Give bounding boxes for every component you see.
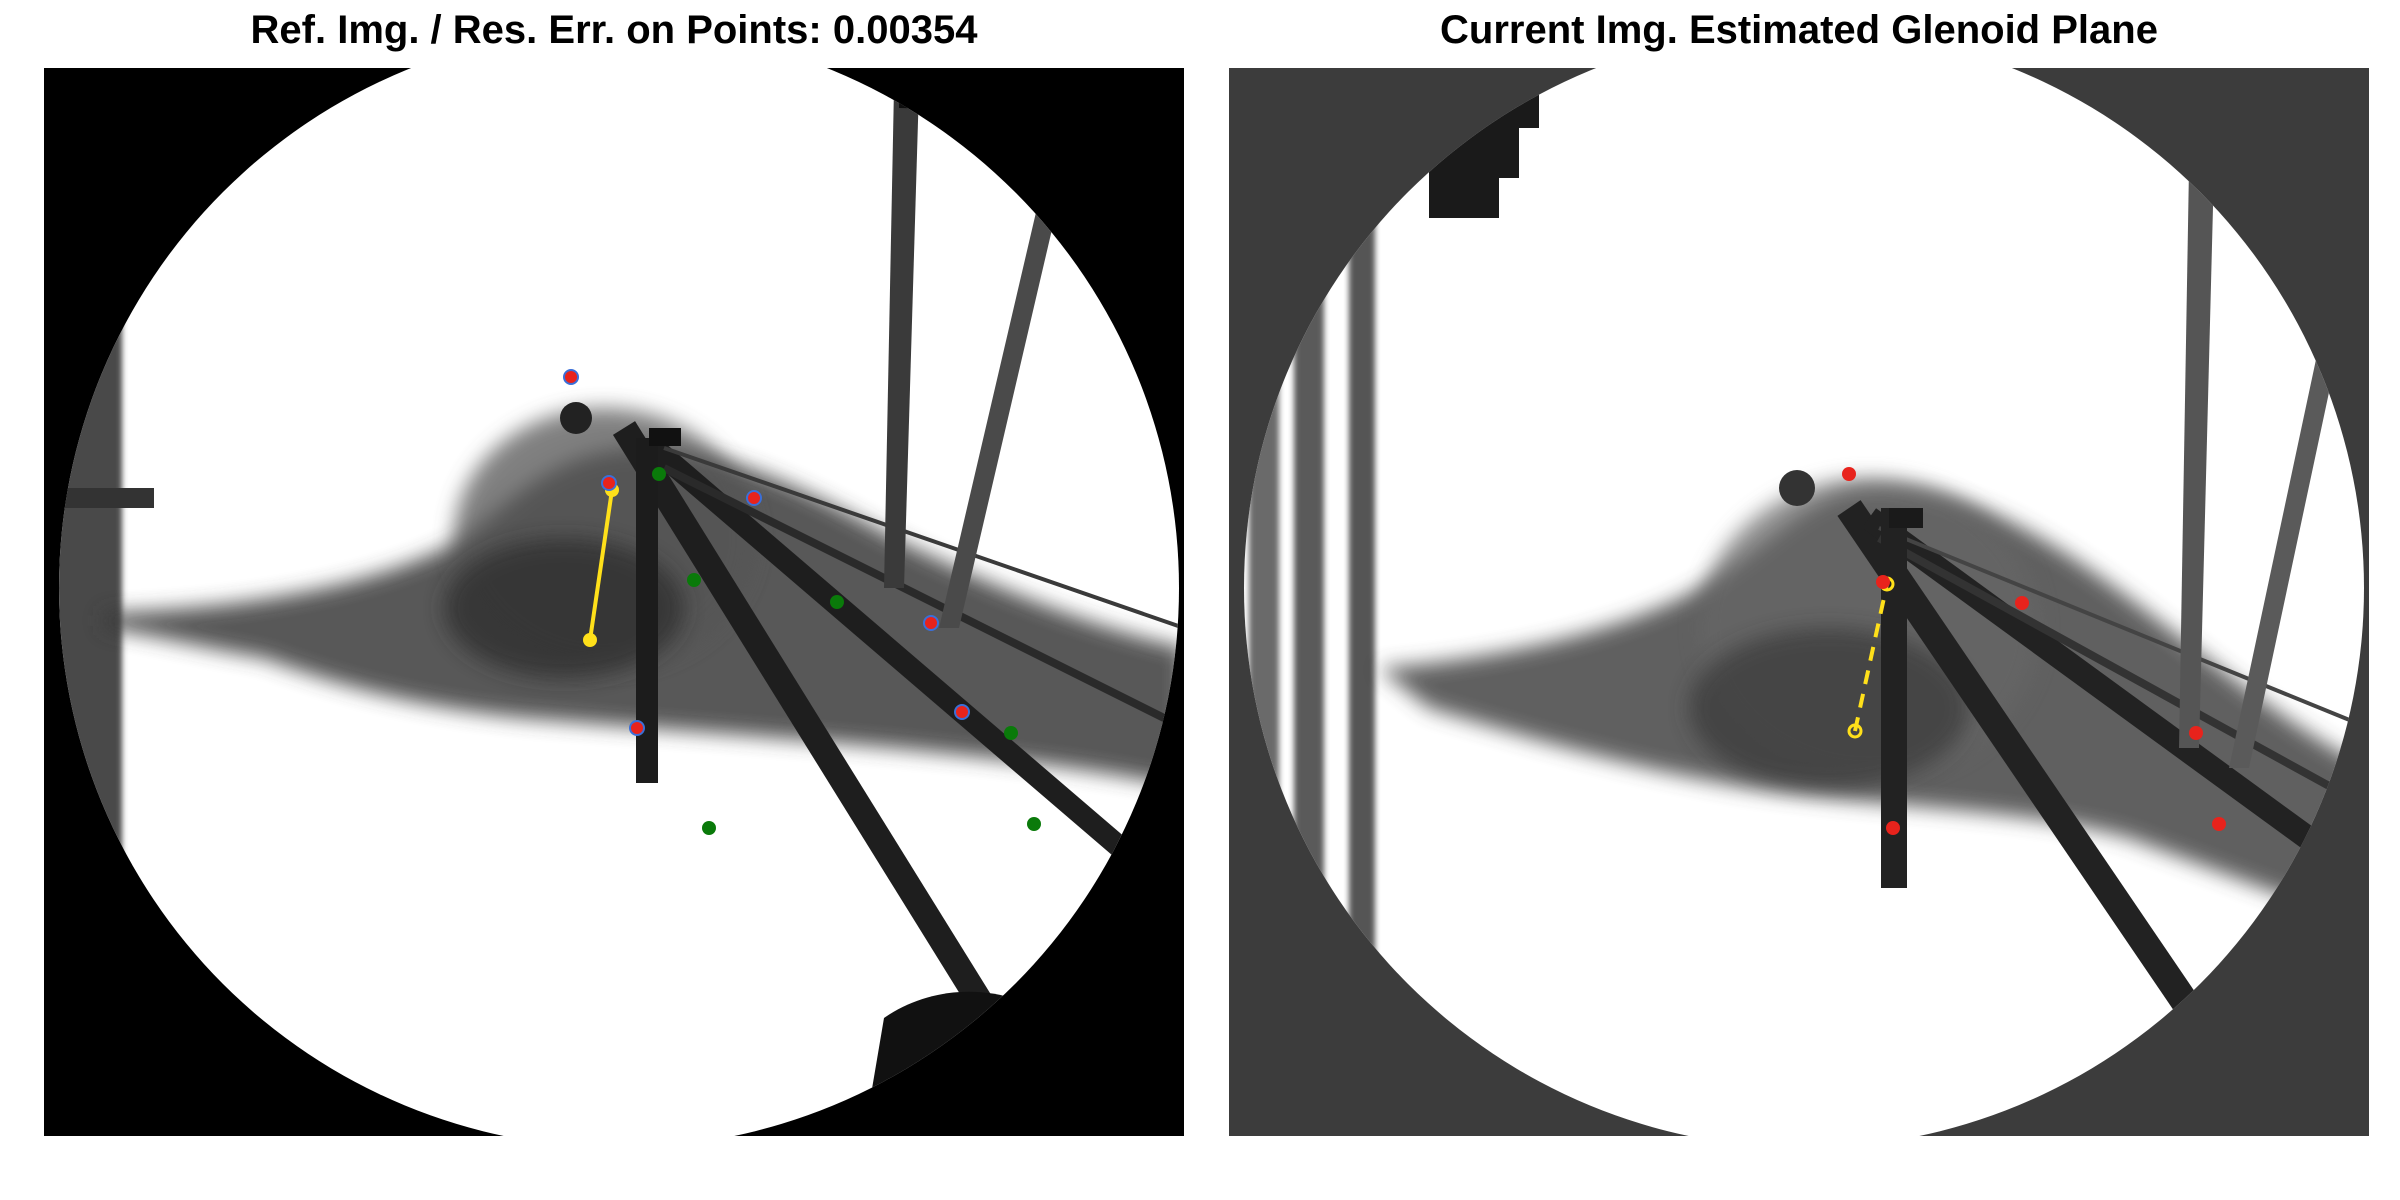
glenoid-endpoint (583, 633, 597, 647)
reference-point-marker (830, 595, 844, 609)
left-panel-title: Ref. Img. / Res. Err. on Points: 0.00354 (250, 8, 978, 52)
projected-point-marker (1876, 575, 1890, 589)
reference-point-marker (1004, 726, 1018, 740)
glenoid-line (588, 489, 614, 641)
projected-point-marker (1886, 821, 1900, 835)
right-post-1 (884, 88, 919, 588)
projected-point-marker (601, 475, 617, 491)
projected-point-marker (1842, 467, 1856, 481)
glenoid-line (1853, 583, 1889, 732)
rod-clamp (649, 428, 681, 446)
bone-shadow (1689, 628, 1969, 788)
reference-point-marker (687, 573, 701, 587)
bone-shadow (444, 538, 684, 678)
projected-point-marker (2015, 596, 2029, 610)
reference-point-marker (652, 467, 666, 481)
projected-point-marker (2189, 726, 2203, 740)
reference-image-panel (44, 68, 1184, 1136)
fixture-wire-1 (1877, 534, 2364, 812)
projected-point-marker (629, 720, 645, 736)
fiducial-sphere (560, 402, 592, 434)
left-post (1349, 188, 1375, 988)
rod-clamp (1889, 508, 1923, 528)
fiducial-sphere (1779, 470, 1815, 506)
reference-point-marker (1027, 817, 1041, 831)
projected-point-marker (923, 615, 939, 631)
projected-point-marker (746, 490, 762, 506)
right-panel-title: Current Img. Estimated Glenoid Plane (1440, 8, 2158, 52)
fixture-wire-2 (1878, 526, 2364, 730)
reference-xray-image (44, 68, 1184, 1136)
fixture-rod-2 (646, 439, 1152, 877)
fixture-wire-2 (663, 446, 1179, 630)
right-post-2 (939, 178, 1064, 628)
current-image-panel (1229, 68, 2369, 1136)
vertical-rod (636, 438, 658, 783)
current-xray-image (1229, 68, 2369, 1136)
reference-point-marker (702, 821, 716, 835)
fixture-rod-1 (612, 421, 996, 1015)
fixture-wire-1 (662, 464, 1179, 732)
glenoid-endpoint (1847, 723, 1863, 739)
projected-point-marker (2212, 817, 2226, 831)
left-bracket (59, 488, 154, 508)
right-post-1 (2179, 168, 2214, 748)
projected-point-marker (954, 704, 970, 720)
projected-point-marker (563, 369, 579, 385)
